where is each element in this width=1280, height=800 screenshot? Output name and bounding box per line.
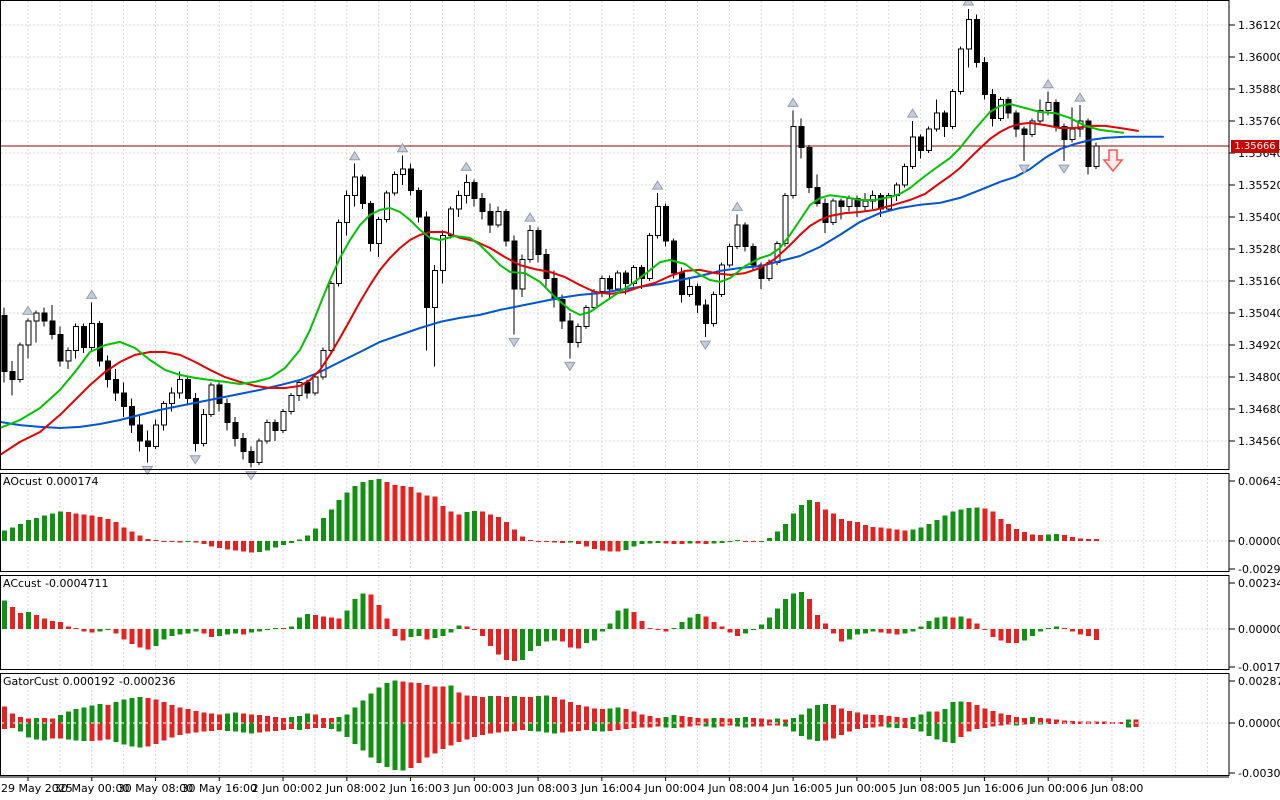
svg-text:1.35040: 1.35040 [1238, 307, 1280, 320]
time-axis-label: 30 May 08:00 [118, 782, 193, 795]
fractal-down-icon [1018, 164, 1031, 175]
ao-indicator-name: AOcust [3, 475, 43, 488]
gator-indicator-name: GatorCust [3, 675, 59, 688]
svg-text:-0.003062: -0.003062 [1238, 767, 1280, 780]
fractal-up-icon [787, 97, 799, 107]
svg-text:1.34680: 1.34680 [1238, 403, 1280, 416]
fractal-down-icon [699, 340, 712, 351]
fractal-down-icon [245, 471, 257, 481]
time-axis-label: 29 May 2025 [1, 782, 73, 795]
svg-text:0.006431: 0.006431 [1238, 475, 1280, 488]
fractal-down-icon [563, 361, 576, 372]
sell-signal-arrow-icon [1102, 149, 1124, 173]
alligator-jaw-line [0, 135, 1164, 429]
time-axis-label: 5 Jun 16:00 [953, 782, 1016, 795]
panel-borders [0, 0, 1230, 776]
current-price-tag: 1.35666 [1231, 140, 1279, 153]
svg-text:1.35400: 1.35400 [1238, 211, 1280, 224]
svg-text:1.34920: 1.34920 [1238, 339, 1280, 352]
ac-indicator-value: -0.0004711 [45, 577, 109, 590]
time-axis-label: 4 Jun 16:00 [762, 782, 825, 795]
gator-histogram[interactable] [1, 680, 1140, 771]
time-axis-label: 5 Jun 08:00 [889, 782, 952, 795]
ao-indicator-value: 0.000174 [46, 475, 99, 488]
svg-text:0.0023456: 0.0023456 [1238, 577, 1280, 590]
time-axis-label: 6 Jun 08:00 [1080, 782, 1143, 795]
fractal-up-icon [22, 305, 34, 315]
svg-text:0.000000: 0.000000 [1238, 717, 1280, 730]
candlestick-series[interactable] [1, 9, 1100, 468]
gator-panel-header: GatorCust 0.000192 -0.000236 [3, 675, 180, 688]
alligator-teeth-line [0, 121, 1139, 456]
fractal-up-icon [651, 180, 664, 190]
svg-text:-0.0017900: -0.0017900 [1238, 661, 1280, 674]
alligator-lips-line [0, 103, 1124, 429]
svg-text:1.35280: 1.35280 [1238, 243, 1280, 256]
fractal-up-icon [85, 289, 98, 299]
time-axis-label: 4 Jun 00:00 [634, 782, 697, 795]
time-axis-label: 4 Jun 08:00 [698, 782, 761, 795]
price-axis[interactable]: 1.361201.360001.358801.357601.356401.355… [1229, 19, 1280, 780]
gator-indicator-value-down: -0.000236 [119, 675, 176, 688]
fractal-up-icon [906, 108, 919, 118]
svg-text:1.34800: 1.34800 [1238, 371, 1280, 384]
time-axis-label: 2 Jun 16:00 [379, 782, 442, 795]
svg-text:1.35520: 1.35520 [1238, 179, 1280, 192]
ao-histogram[interactable] [2, 478, 1099, 553]
fractal-up-icon [348, 150, 361, 161]
fractal-up-icon [731, 201, 744, 211]
ac-panel-header: ACcust -0.0004711 [3, 577, 113, 590]
svg-text:1.36120: 1.36120 [1238, 19, 1280, 32]
svg-text:1.35880: 1.35880 [1238, 83, 1280, 96]
fractal-down-icon [141, 465, 154, 476]
fractal-up-icon [460, 161, 473, 171]
fractal-down-icon [189, 455, 202, 465]
fractal-down-icon [508, 337, 520, 348]
ac-histogram[interactable] [2, 592, 1099, 662]
fractal-up-icon [1074, 92, 1086, 102]
time-axis-label: 3 Jun 00:00 [443, 782, 506, 795]
time-axis-label: 3 Jun 16:00 [570, 782, 633, 795]
time-axis-label: 30 May 00:00 [54, 782, 129, 795]
fractal-up-icon [396, 142, 409, 153]
svg-text:0.0000000: 0.0000000 [1238, 623, 1280, 636]
svg-text:0.000000: 0.000000 [1238, 535, 1280, 548]
time-axis-label: 2 Jun 08:00 [315, 782, 378, 795]
time-axis-label: 30 May 16:00 [182, 782, 257, 795]
svg-text:1.35160: 1.35160 [1238, 275, 1280, 288]
svg-text:1.36000: 1.36000 [1238, 51, 1280, 64]
svg-text:1.34560: 1.34560 [1238, 435, 1280, 448]
fractal-up-icon [524, 212, 536, 222]
fractal-arrows [22, 0, 1086, 481]
time-axis-label: 6 Jun 00:00 [1017, 782, 1080, 795]
ac-indicator-name: ACcust [3, 577, 42, 590]
svg-text:1.35760: 1.35760 [1238, 115, 1280, 128]
fractal-up-icon [1042, 78, 1054, 89]
svg-text:0.002877: 0.002877 [1238, 675, 1280, 688]
fractal-up-icon [962, 0, 975, 6]
fractal-down-icon [1058, 164, 1070, 175]
time-axis-label: 3 Jun 08:00 [507, 782, 570, 795]
svg-text:-0.002962: -0.002962 [1238, 563, 1280, 576]
gator-indicator-value-up: 0.000192 [62, 675, 116, 688]
time-axis-label: 5 Jun 00:00 [825, 782, 888, 795]
time-axis-label: 2 Jun 00:00 [252, 782, 315, 795]
ao-panel-header: AOcust 0.000174 [3, 475, 103, 488]
